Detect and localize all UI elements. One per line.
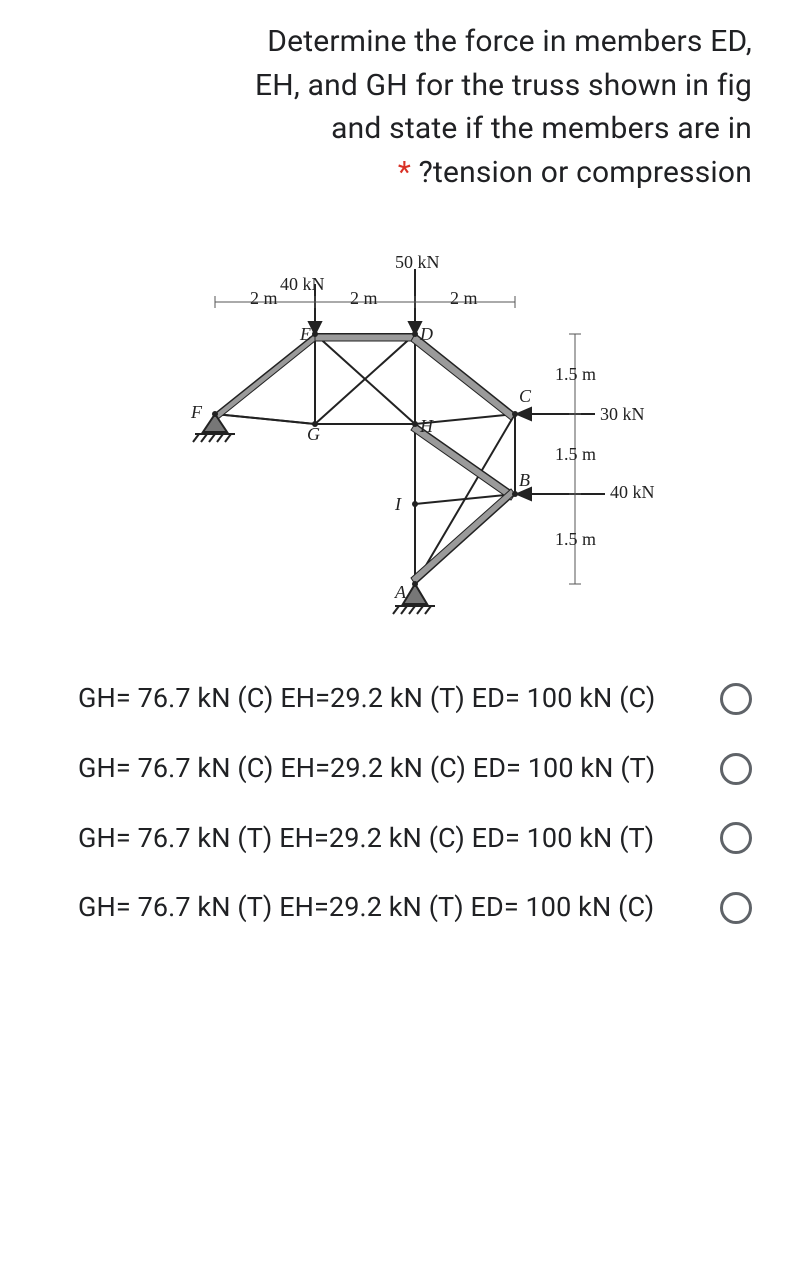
truss-diagram: 40 kN 50 kN 30 kN 40 kN 2 m 2 m 2 m 1.5 … — [155, 224, 675, 624]
answer-option[interactable]: GH= 76.7 kN (C) EH=29.2 kN (C) ED= 100 k… — [78, 734, 752, 804]
radio-icon[interactable] — [720, 753, 752, 785]
option-text: GH= 76.7 kN (C) EH=29.2 kN (T) ED= 100 k… — [78, 680, 700, 718]
dim-h2: 2 m — [350, 288, 378, 309]
question-line: Determine the force in members ED, — [267, 24, 752, 59]
question-prompt: Determine the force in members ED, EH, a… — [78, 20, 752, 194]
answer-option[interactable]: GH= 76.7 kN (T) EH=29.2 kN (C) ED= 100 k… — [78, 804, 752, 874]
dim-v3: 1.5 m — [555, 529, 596, 550]
option-text: GH= 76.7 kN (T) EH=29.2 kN (C) ED= 100 k… — [78, 820, 700, 858]
force-label-40kn: 40 kN — [280, 274, 325, 295]
question-line: EH, and GH for the truss shown in fig — [255, 68, 752, 103]
option-text: GH= 76.7 kN (T) EH=29.2 kN (T) ED= 100 k… — [78, 889, 700, 927]
dim-v1: 1.5 m — [555, 364, 596, 385]
force-label-40kn-b: 40 kN — [610, 482, 655, 503]
option-text: GH= 76.7 kN (C) EH=29.2 kN (C) ED= 100 k… — [78, 750, 700, 788]
force-label-50kn: 50 kN — [395, 252, 440, 273]
answer-option[interactable]: GH= 76.7 kN (C) EH=29.2 kN (T) ED= 100 k… — [78, 664, 752, 734]
radio-icon[interactable] — [720, 683, 752, 715]
node-f: F — [191, 402, 202, 423]
dim-h3: 2 m — [450, 288, 478, 309]
node-c: C — [519, 386, 531, 407]
question-line: ?tension or compression — [419, 155, 752, 190]
answer-option[interactable]: GH= 76.7 kN (T) EH=29.2 kN (T) ED= 100 k… — [78, 873, 752, 943]
node-h: H — [420, 416, 433, 437]
force-label-30kn: 30 kN — [600, 404, 645, 425]
node-g: G — [307, 424, 320, 445]
dim-h1: 2 m — [250, 288, 278, 309]
dim-v2: 1.5 m — [555, 444, 596, 465]
required-asterisk: * — [398, 155, 419, 190]
radio-icon[interactable] — [720, 892, 752, 924]
node-a: A — [395, 582, 406, 603]
question-line: and state if the members are in — [331, 111, 752, 146]
node-e: E — [300, 324, 311, 345]
answer-options: GH= 76.7 kN (C) EH=29.2 kN (T) ED= 100 k… — [78, 664, 752, 943]
radio-icon[interactable] — [720, 822, 752, 854]
node-d: D — [420, 324, 433, 345]
node-i: I — [395, 494, 401, 515]
node-b: B — [519, 470, 530, 491]
